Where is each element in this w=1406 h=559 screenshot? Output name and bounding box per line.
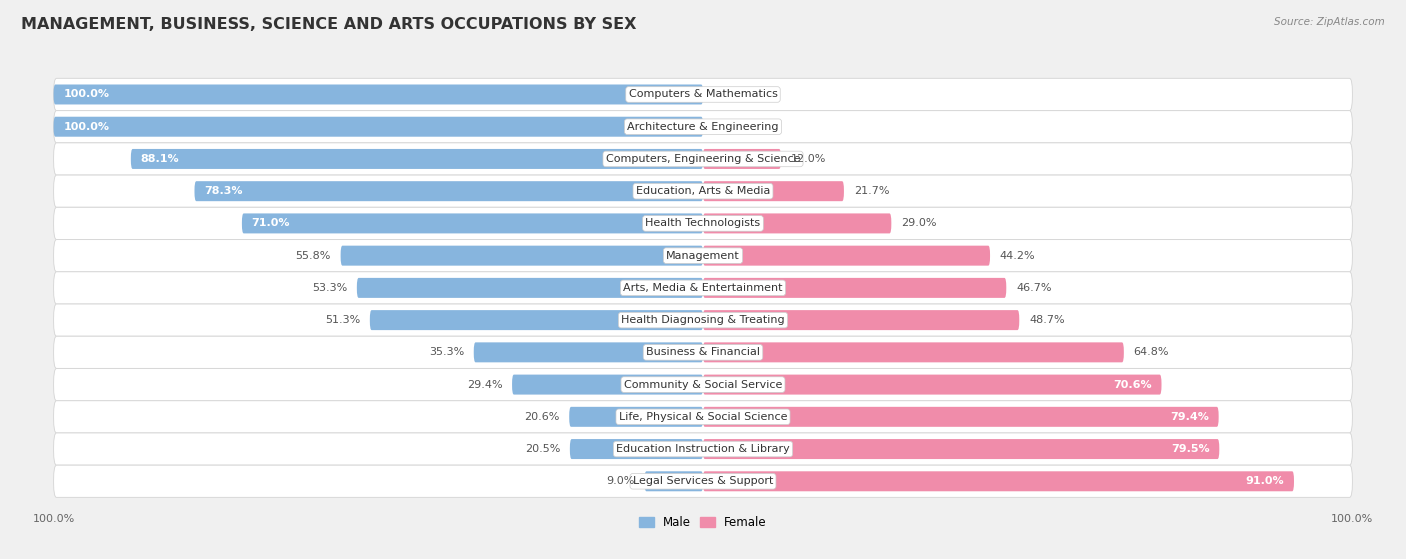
Text: Computers & Mathematics: Computers & Mathematics	[628, 89, 778, 100]
Legend: Male, Female: Male, Female	[634, 511, 772, 534]
FancyBboxPatch shape	[53, 111, 1353, 143]
Text: 20.5%: 20.5%	[524, 444, 560, 454]
FancyBboxPatch shape	[370, 310, 703, 330]
Text: 29.4%: 29.4%	[467, 380, 502, 390]
Text: 79.4%: 79.4%	[1170, 412, 1209, 422]
FancyBboxPatch shape	[703, 407, 1219, 427]
FancyBboxPatch shape	[644, 471, 703, 491]
FancyBboxPatch shape	[53, 84, 703, 105]
FancyBboxPatch shape	[703, 439, 1219, 459]
Text: 70.6%: 70.6%	[1114, 380, 1152, 390]
FancyBboxPatch shape	[242, 214, 703, 234]
Text: Legal Services & Support: Legal Services & Support	[633, 476, 773, 486]
FancyBboxPatch shape	[703, 181, 844, 201]
FancyBboxPatch shape	[53, 401, 1353, 433]
FancyBboxPatch shape	[53, 143, 1353, 175]
FancyBboxPatch shape	[703, 149, 780, 169]
Text: 48.7%: 48.7%	[1029, 315, 1064, 325]
Text: Life, Physical & Social Science: Life, Physical & Social Science	[619, 412, 787, 422]
FancyBboxPatch shape	[703, 471, 1294, 491]
Text: MANAGEMENT, BUSINESS, SCIENCE AND ARTS OCCUPATIONS BY SEX: MANAGEMENT, BUSINESS, SCIENCE AND ARTS O…	[21, 17, 637, 32]
Text: 29.0%: 29.0%	[901, 219, 936, 229]
FancyBboxPatch shape	[703, 278, 1007, 298]
FancyBboxPatch shape	[53, 368, 1353, 401]
FancyBboxPatch shape	[569, 407, 703, 427]
FancyBboxPatch shape	[53, 304, 1353, 336]
Text: Source: ZipAtlas.com: Source: ZipAtlas.com	[1274, 17, 1385, 27]
FancyBboxPatch shape	[53, 240, 1353, 272]
Text: 21.7%: 21.7%	[853, 186, 889, 196]
FancyBboxPatch shape	[474, 342, 703, 362]
FancyBboxPatch shape	[194, 181, 703, 201]
Text: 55.8%: 55.8%	[295, 250, 330, 260]
FancyBboxPatch shape	[53, 117, 703, 137]
Text: Business & Financial: Business & Financial	[645, 347, 761, 357]
Text: 20.6%: 20.6%	[524, 412, 560, 422]
FancyBboxPatch shape	[53, 175, 1353, 207]
FancyBboxPatch shape	[703, 245, 990, 266]
Text: Management: Management	[666, 250, 740, 260]
Text: Health Technologists: Health Technologists	[645, 219, 761, 229]
FancyBboxPatch shape	[53, 336, 1353, 368]
Text: 100.0%: 100.0%	[63, 122, 110, 132]
Text: 53.3%: 53.3%	[312, 283, 347, 293]
Text: Education, Arts & Media: Education, Arts & Media	[636, 186, 770, 196]
FancyBboxPatch shape	[357, 278, 703, 298]
FancyBboxPatch shape	[703, 375, 1161, 395]
Text: Health Diagnosing & Treating: Health Diagnosing & Treating	[621, 315, 785, 325]
Text: 64.8%: 64.8%	[1133, 347, 1168, 357]
FancyBboxPatch shape	[703, 310, 1019, 330]
FancyBboxPatch shape	[53, 433, 1353, 465]
Text: 78.3%: 78.3%	[204, 186, 243, 196]
Text: 88.1%: 88.1%	[141, 154, 179, 164]
Text: 91.0%: 91.0%	[1246, 476, 1284, 486]
Text: 51.3%: 51.3%	[325, 315, 360, 325]
FancyBboxPatch shape	[703, 342, 1123, 362]
Text: 100.0%: 100.0%	[63, 89, 110, 100]
FancyBboxPatch shape	[703, 214, 891, 234]
FancyBboxPatch shape	[53, 272, 1353, 304]
FancyBboxPatch shape	[53, 465, 1353, 498]
Text: 35.3%: 35.3%	[429, 347, 464, 357]
FancyBboxPatch shape	[569, 439, 703, 459]
Text: Community & Social Service: Community & Social Service	[624, 380, 782, 390]
Text: Arts, Media & Entertainment: Arts, Media & Entertainment	[623, 283, 783, 293]
FancyBboxPatch shape	[512, 375, 703, 395]
FancyBboxPatch shape	[340, 245, 703, 266]
Text: 46.7%: 46.7%	[1017, 283, 1052, 293]
Text: 9.0%: 9.0%	[606, 476, 636, 486]
Text: 44.2%: 44.2%	[1000, 250, 1035, 260]
Text: 71.0%: 71.0%	[252, 219, 290, 229]
Text: 12.0%: 12.0%	[790, 154, 827, 164]
Text: Architecture & Engineering: Architecture & Engineering	[627, 122, 779, 132]
Text: 79.5%: 79.5%	[1171, 444, 1209, 454]
FancyBboxPatch shape	[131, 149, 703, 169]
Text: Education Instruction & Library: Education Instruction & Library	[616, 444, 790, 454]
FancyBboxPatch shape	[53, 207, 1353, 240]
FancyBboxPatch shape	[53, 78, 1353, 111]
Text: Computers, Engineering & Science: Computers, Engineering & Science	[606, 154, 800, 164]
